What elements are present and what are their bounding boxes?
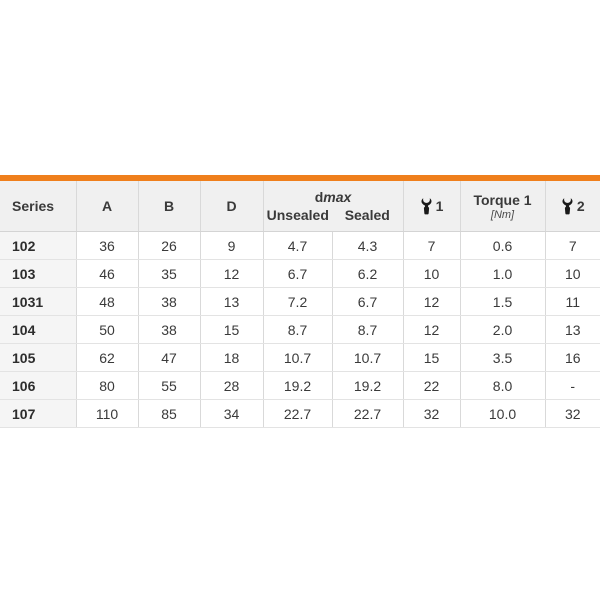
cell-unsealed: 22.7 — [262, 399, 332, 428]
table-row: 107 110 85 34 22.7 22.7 32 10.0 32 — [0, 399, 600, 428]
table-body: 102 36 26 9 4.7 4.3 7 0.6 7 103 46 35 12… — [0, 231, 600, 428]
cell-sealed: 6.7 — [331, 287, 404, 316]
cell-wrench-1: 32 — [402, 399, 461, 428]
cell-b: 26 — [137, 231, 200, 260]
wrench-1-label: 1 — [435, 198, 444, 214]
cell-wrench-2: 10 — [544, 259, 600, 288]
cell-unsealed: 4.7 — [262, 231, 332, 260]
cell-wrench-1: 15 — [402, 343, 461, 372]
cell-torque: 10.0 — [459, 399, 546, 428]
spec-table: Series A B D dmax Unsealed Sealed — [0, 175, 600, 428]
torque-unit: [Nm] — [490, 208, 515, 221]
cell-a: 36 — [75, 231, 138, 260]
cell-wrench-1: 22 — [402, 371, 461, 400]
cell-series: 106 — [0, 371, 76, 400]
cell-b: 47 — [137, 343, 200, 372]
cell-unsealed: 10.7 — [262, 343, 332, 372]
table-row: 102 36 26 9 4.7 4.3 7 0.6 7 — [0, 231, 600, 260]
cell-wrench-2: 11 — [544, 287, 600, 316]
col-header-a: A — [75, 181, 138, 232]
accent-bar — [0, 175, 600, 181]
cell-unsealed: 7.2 — [262, 287, 332, 316]
dmax-title: dmax — [264, 188, 403, 206]
cell-b: 85 — [137, 399, 200, 428]
cell-b: 35 — [137, 259, 200, 288]
col-header-wrench-1: 1 — [402, 181, 461, 232]
dmax-max-label: max — [323, 189, 352, 205]
cell-d: 34 — [199, 399, 263, 428]
cell-b: 38 — [137, 315, 200, 344]
cell-torque: 0.6 — [459, 231, 546, 260]
cell-unsealed: 19.2 — [262, 371, 332, 400]
torque-title: Torque 1 — [473, 191, 532, 208]
cell-a: 110 — [75, 399, 138, 428]
cell-d: 13 — [199, 287, 263, 316]
cell-series: 107 — [0, 399, 76, 428]
cell-wrench-2: 13 — [544, 315, 600, 344]
cell-wrench-1: 7 — [402, 231, 461, 260]
col-header-unsealed: Unsealed — [266, 207, 329, 223]
table-row: 1031 48 38 13 7.2 6.7 12 1.5 11 — [0, 287, 600, 316]
cell-sealed: 8.7 — [331, 315, 404, 344]
cell-wrench-1: 10 — [402, 259, 461, 288]
cell-torque: 2.0 — [459, 315, 546, 344]
cell-sealed: 22.7 — [331, 399, 404, 428]
wrench-icon — [420, 197, 433, 215]
col-header-sealed: Sealed — [344, 207, 390, 223]
cell-a: 62 — [75, 343, 138, 372]
wrench-icon — [561, 197, 574, 215]
cell-series: 1031 — [0, 287, 76, 316]
table-row: 104 50 38 15 8.7 8.7 12 2.0 13 — [0, 315, 600, 344]
cell-b: 55 — [137, 371, 200, 400]
cell-d: 9 — [199, 231, 263, 260]
cell-wrench-2: 32 — [544, 399, 600, 428]
cell-wrench-2: - — [544, 371, 600, 400]
cell-a: 46 — [75, 259, 138, 288]
cell-torque: 1.5 — [459, 287, 546, 316]
cell-b: 38 — [137, 287, 200, 316]
cell-a: 48 — [75, 287, 138, 316]
table-row: 105 62 47 18 10.7 10.7 15 3.5 16 — [0, 343, 600, 372]
cell-unsealed: 6.7 — [262, 259, 332, 288]
col-header-wrench-2: 2 — [544, 181, 600, 232]
wrench-2-label: 2 — [576, 198, 585, 214]
cell-sealed: 19.2 — [331, 371, 404, 400]
cell-series: 104 — [0, 315, 76, 344]
table-row: 106 80 55 28 19.2 19.2 22 8.0 - — [0, 371, 600, 400]
cell-torque: 3.5 — [459, 343, 546, 372]
col-header-torque: Torque 1 [Nm] — [459, 181, 546, 232]
cell-wrench-1: 12 — [402, 315, 461, 344]
col-header-d: D — [199, 181, 263, 232]
cell-torque: 8.0 — [459, 371, 546, 400]
bearing-spec-table: Series A B D dmax Unsealed Sealed — [0, 181, 600, 428]
cell-torque: 1.0 — [459, 259, 546, 288]
dmax-subheaders: Unsealed Sealed — [264, 206, 403, 224]
cell-wrench-2: 16 — [544, 343, 600, 372]
cell-unsealed: 8.7 — [262, 315, 332, 344]
cell-series: 102 — [0, 231, 76, 260]
dmax-d-label: d — [314, 189, 324, 205]
cell-a: 80 — [75, 371, 138, 400]
header-row: Series A B D dmax Unsealed Sealed — [0, 181, 600, 232]
cell-d: 28 — [199, 371, 263, 400]
cell-sealed: 6.2 — [331, 259, 404, 288]
cell-sealed: 4.3 — [331, 231, 404, 260]
cell-d: 18 — [199, 343, 263, 372]
cell-d: 12 — [199, 259, 263, 288]
cell-series: 103 — [0, 259, 76, 288]
table-header: Series A B D dmax Unsealed Sealed — [0, 181, 600, 232]
col-header-dmax: dmax Unsealed Sealed — [262, 181, 404, 232]
cell-series: 105 — [0, 343, 76, 372]
cell-sealed: 10.7 — [331, 343, 404, 372]
cell-wrench-1: 12 — [402, 287, 461, 316]
cell-wrench-2: 7 — [544, 231, 600, 260]
cell-d: 15 — [199, 315, 263, 344]
col-header-b: B — [137, 181, 200, 232]
col-header-series: Series — [0, 181, 76, 232]
cell-a: 50 — [75, 315, 138, 344]
table-row: 103 46 35 12 6.7 6.2 10 1.0 10 — [0, 259, 600, 288]
